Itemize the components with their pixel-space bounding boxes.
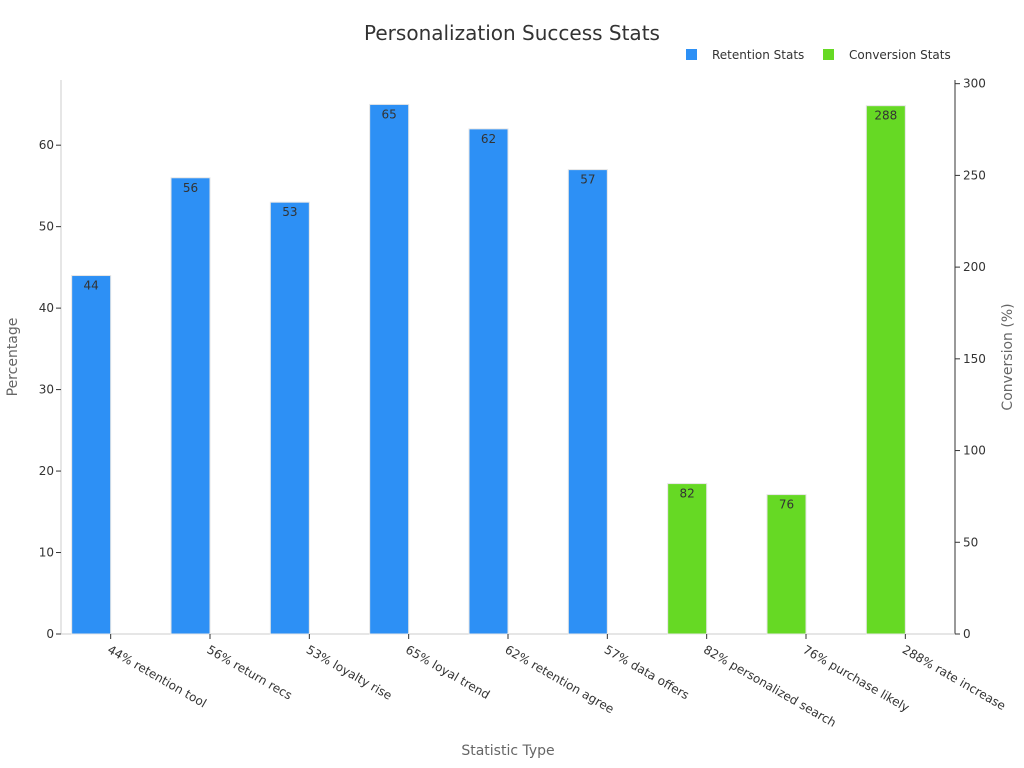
bar-value-label: 288	[874, 109, 897, 123]
bars: 44 56 53 65 62 57 82 76 288	[71, 103, 906, 635]
bar-value-label: 56	[183, 181, 198, 195]
bar-value-label: 82	[680, 487, 695, 501]
left-axis-tick-label: 10	[39, 546, 54, 560]
chart-title: Personalization Success Stats	[364, 21, 660, 45]
legend-label-conversion: Conversion Stats	[849, 48, 951, 62]
x-axis-tick-label: 288% rate increase	[900, 642, 1008, 713]
x-axis-tick-label: 62% retention agree	[503, 642, 617, 716]
bar-value-label: 62	[481, 132, 496, 146]
left-axis-tick-label: 20	[39, 464, 54, 478]
right-axis-tick-label: 0	[963, 627, 971, 641]
bar-value-label: 65	[382, 107, 397, 121]
x-axis-tick-label: 44% retention tool	[105, 642, 209, 710]
bar	[468, 128, 509, 635]
left-axis-tick-label: 0	[46, 627, 54, 641]
bar	[170, 177, 211, 635]
right-axis-tick-label: 200	[963, 260, 986, 274]
y-axis-title: Percentage	[5, 318, 21, 397]
bar-value-label: 76	[779, 498, 794, 512]
bar	[567, 169, 608, 635]
left-axis-tick-label: 40	[39, 301, 54, 315]
bar	[667, 483, 708, 635]
left-axis-ticks: 0 10 20 30 40 50 60	[39, 138, 61, 641]
bar	[865, 105, 906, 635]
right-axis-tick-label: 50	[963, 535, 978, 549]
x-axis-tick-label: 57% data offers	[602, 642, 692, 702]
bar-value-label: 53	[282, 205, 297, 219]
right-axis-tick-label: 150	[963, 352, 986, 366]
right-axis-tick-label: 100	[963, 444, 986, 458]
right-axis-tick-label: 250	[963, 168, 986, 182]
legend-label-retention: Retention Stats	[712, 48, 804, 62]
right-axis-ticks: 0 50 100 150 200 250 300	[955, 77, 986, 641]
bar	[369, 103, 410, 635]
left-axis-tick-label: 60	[39, 138, 54, 152]
bar	[71, 275, 112, 635]
x-axis-tick-label: 76% purchase likely	[801, 642, 912, 714]
left-axis-tick-label: 30	[39, 383, 54, 397]
x-axis-tick-label: 65% loyal trend	[403, 642, 492, 701]
x-axis-tick-label: 56% return recs	[205, 642, 295, 702]
legend-swatch-conversion	[823, 49, 834, 60]
bar	[766, 494, 807, 635]
legend-swatch-retention	[686, 49, 697, 60]
bar-value-label: 44	[84, 279, 99, 293]
bar-value-label: 57	[580, 173, 595, 187]
bar	[269, 201, 310, 635]
y2-axis-title: Conversion (%)	[1000, 303, 1016, 410]
left-axis-tick-label: 50	[39, 220, 54, 234]
x-axis-title: Statistic Type	[461, 743, 554, 759]
legend: Retention Stats Conversion Stats	[686, 48, 951, 62]
x-axis-tick-label: 53% loyalty rise	[304, 642, 395, 702]
right-axis-tick-label: 300	[963, 77, 986, 91]
